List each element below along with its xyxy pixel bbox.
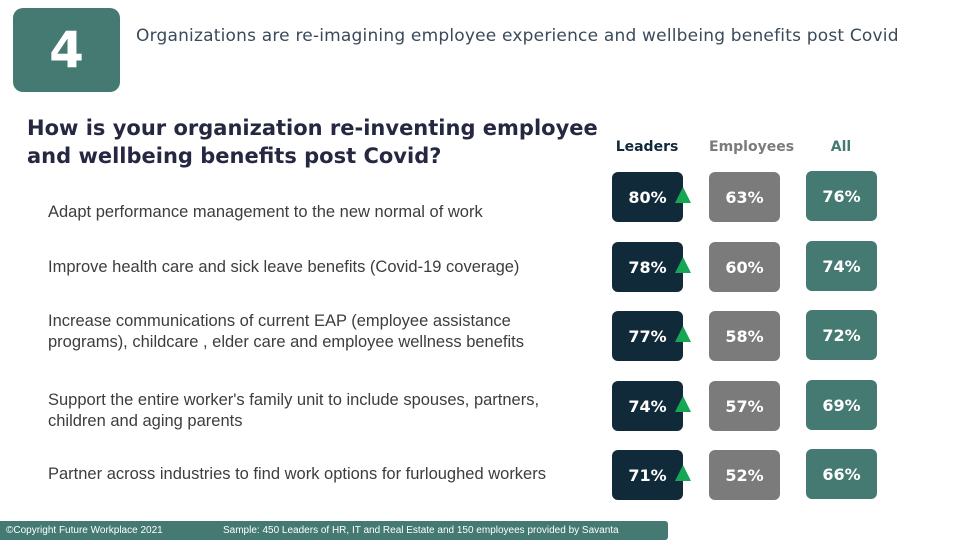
question-heading: How is your organization re-inventing em… — [27, 116, 598, 168]
column-header-all: All — [830, 139, 852, 155]
column-header-leaders: Leaders — [615, 139, 679, 155]
up-arrow-icon — [675, 257, 691, 273]
up-arrow-icon — [675, 326, 691, 342]
slide-title: Organizations are re-imagining employee … — [136, 26, 899, 46]
column-header-employees: Employees — [709, 139, 795, 155]
sample-note: Sample: 450 Leaders of HR, IT and Real E… — [223, 525, 619, 536]
all-value-cell: 74% — [806, 241, 877, 291]
row-label: Increase communications of current EAP (… — [48, 312, 524, 351]
copyright-text: ©Copyright Future Workplace 2021 — [6, 525, 163, 536]
up-arrow-icon — [675, 187, 691, 203]
leaders-value-cell: 77% — [612, 311, 683, 361]
row-label: Adapt performance management to the new … — [48, 203, 483, 221]
footer-bar: ©Copyright Future Workplace 2021 Sample:… — [0, 521, 668, 540]
all-value-cell: 66% — [806, 449, 877, 499]
row-label: Support the entire worker's family unit … — [48, 391, 540, 430]
leaders-value-cell: 80% — [612, 172, 683, 222]
employees-value-cell: 60% — [709, 242, 780, 292]
leaders-value-cell: 71% — [612, 450, 683, 500]
row-label: Improve health care and sick leave benef… — [48, 258, 520, 276]
employees-value-cell: 63% — [709, 172, 780, 222]
all-value-cell: 69% — [806, 380, 877, 430]
leaders-value-cell: 74% — [612, 381, 683, 431]
employees-value-cell: 52% — [709, 450, 780, 500]
all-value-cell: 76% — [806, 171, 877, 221]
up-arrow-icon — [675, 396, 691, 412]
up-arrow-icon — [675, 465, 691, 481]
slide-number-badge: 4 — [13, 8, 120, 92]
employees-value-cell: 57% — [709, 381, 780, 431]
slide-number: 4 — [49, 21, 84, 79]
row-label: Partner across industries to find work o… — [48, 465, 546, 483]
employees-value-cell: 58% — [709, 311, 780, 361]
all-value-cell: 72% — [806, 310, 877, 360]
leaders-value-cell: 78% — [612, 242, 683, 292]
